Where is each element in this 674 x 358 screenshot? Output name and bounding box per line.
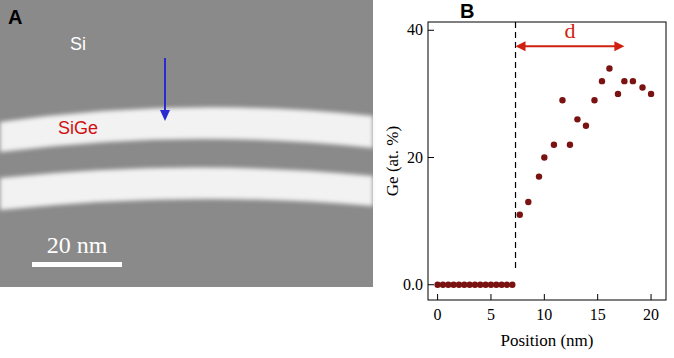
arrow-head bbox=[516, 41, 526, 51]
data-point bbox=[621, 78, 627, 84]
y-tick bbox=[428, 157, 434, 158]
panel-a: A Si SiGe 20 nm bbox=[0, 0, 373, 287]
y-tick bbox=[428, 30, 434, 31]
boundary-line bbox=[515, 22, 516, 269]
x-tick bbox=[544, 294, 545, 300]
y-tick-label: 0.0 bbox=[403, 276, 423, 293]
data-point bbox=[567, 142, 573, 148]
x-axis-label: Position (nm) bbox=[500, 331, 593, 350]
distance-label: d bbox=[564, 18, 575, 43]
data-point bbox=[599, 78, 605, 84]
x-tick-label: 20 bbox=[643, 306, 659, 323]
annotations: d bbox=[516, 18, 625, 269]
panel-label: B bbox=[460, 0, 474, 22]
micrograph-background bbox=[0, 0, 373, 287]
data-point bbox=[615, 91, 621, 97]
x-tick-label: 0 bbox=[434, 306, 442, 323]
x-tick bbox=[651, 294, 652, 300]
data-point bbox=[574, 116, 580, 122]
layer-label: Si bbox=[70, 34, 86, 54]
data-point bbox=[630, 78, 636, 84]
data-point bbox=[551, 142, 557, 148]
data-point bbox=[606, 65, 612, 71]
y-axis-label: Ge (at. %) bbox=[383, 126, 402, 196]
data-point bbox=[559, 97, 565, 103]
arrow bbox=[164, 58, 166, 112]
scale-bar bbox=[32, 262, 122, 267]
x-tick bbox=[597, 294, 598, 300]
x-tick bbox=[490, 294, 491, 300]
x-tick-label: 5 bbox=[487, 306, 495, 323]
arrow-head bbox=[614, 41, 624, 51]
sige-layer bbox=[0, 167, 373, 210]
y-tick-label: 20 bbox=[407, 149, 423, 166]
data-point bbox=[525, 199, 531, 205]
data-point bbox=[639, 84, 645, 90]
x-tick bbox=[437, 294, 438, 300]
data-point bbox=[536, 173, 542, 179]
sige-layer bbox=[0, 107, 373, 152]
panel-b: B 0 5 10 15 20 0.0 20 40 Position (nm) Ge (at. %) d bbox=[383, 0, 666, 350]
data-point bbox=[517, 212, 523, 218]
figure: A Si SiGe 20 nm B 0 5 10 15 20 0.0 20 40 Position (nm… bbox=[0, 0, 674, 358]
x-tick-label: 10 bbox=[536, 306, 552, 323]
x-tick-label: 15 bbox=[590, 306, 606, 323]
y-tick-label: 40 bbox=[407, 21, 423, 38]
arrow-head bbox=[160, 110, 170, 121]
data-points bbox=[434, 65, 654, 288]
data-point bbox=[509, 282, 515, 288]
data-point bbox=[591, 97, 597, 103]
y-tick bbox=[428, 284, 434, 285]
distance-arrow bbox=[522, 45, 619, 47]
plot-frame bbox=[428, 22, 666, 300]
panel-label: A bbox=[8, 6, 22, 28]
data-point bbox=[541, 154, 547, 160]
layer-label: SiGe bbox=[58, 118, 98, 138]
data-point bbox=[648, 91, 654, 97]
scale-bar-label: 20 nm bbox=[47, 232, 108, 258]
data-point bbox=[583, 122, 589, 128]
